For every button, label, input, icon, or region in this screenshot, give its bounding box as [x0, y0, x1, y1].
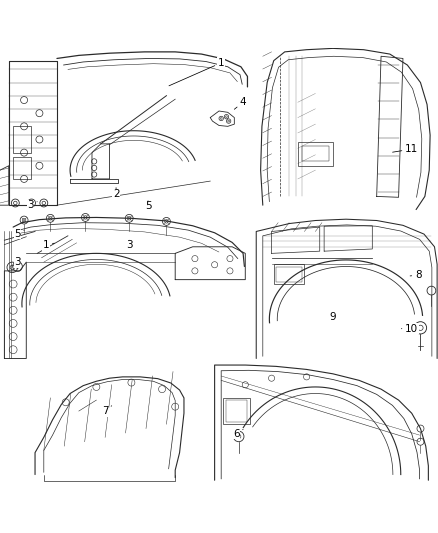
Text: 7: 7 — [102, 406, 112, 416]
Bar — [274, 264, 304, 284]
Text: 11: 11 — [392, 144, 418, 154]
Bar — [13, 157, 31, 179]
Text: 9: 9 — [329, 312, 336, 322]
Bar — [13, 126, 31, 152]
Text: 1: 1 — [169, 58, 225, 86]
Bar — [276, 266, 302, 282]
Bar — [302, 146, 328, 161]
Text: 2: 2 — [113, 188, 120, 199]
Text: 5: 5 — [14, 229, 24, 239]
Text: 3: 3 — [14, 257, 21, 268]
Text: 6: 6 — [233, 429, 243, 439]
Text: 10: 10 — [401, 324, 418, 334]
Bar — [298, 142, 333, 166]
Text: 3: 3 — [27, 200, 37, 210]
Text: 5: 5 — [145, 201, 152, 211]
Text: 4: 4 — [234, 97, 247, 109]
Bar — [223, 398, 250, 424]
Text: 3: 3 — [126, 240, 133, 251]
Bar — [226, 400, 247, 422]
Text: 1: 1 — [42, 240, 54, 251]
Text: 8: 8 — [410, 270, 422, 280]
